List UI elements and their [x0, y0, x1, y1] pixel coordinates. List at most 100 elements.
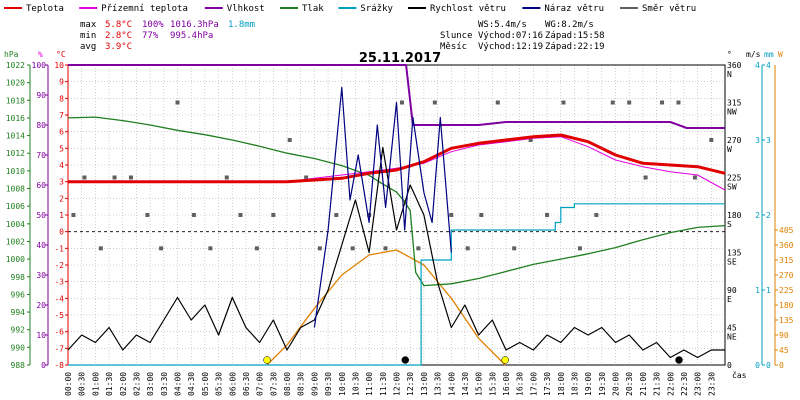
rain-line — [68, 203, 725, 366]
x-tick-label: 02:00 — [119, 372, 128, 396]
axis-dir-tick-dir: SE — [727, 258, 737, 267]
x-tick-label: 23:30 — [707, 372, 716, 396]
axis-temp-label: °C — [56, 50, 66, 59]
axis-hpa-tick-label: 988 — [11, 361, 26, 370]
x-tick-label: 21:30 — [653, 372, 662, 396]
axis-dir-label: ° — [727, 50, 732, 59]
wind-dir-point — [577, 246, 582, 251]
axis-hpa-tick-label: 1006 — [6, 202, 25, 211]
axis-dir-tick-label: 225 — [727, 174, 742, 183]
x-tick-label: 21:00 — [639, 372, 648, 396]
axis-temp-tick-label: -8 — [54, 361, 64, 370]
axis-w-tick-label: 90 — [779, 331, 789, 340]
axis-hpa-tick-label: 1016 — [6, 114, 25, 123]
x-tick-label: 15:30 — [488, 372, 497, 396]
x-tick-label: 06:00 — [228, 372, 237, 396]
wind-dir-point — [383, 246, 388, 251]
axis-temp-tick-label: 2 — [59, 194, 64, 203]
x-tick-label: 01:00 — [91, 372, 100, 396]
axis-mm-label: mm — [764, 50, 774, 59]
axis-hum-tick-label: 70 — [36, 151, 46, 160]
info-wind-gust: WG:8.2m/s — [545, 20, 594, 30]
axis-temp-tick-label: 0 — [59, 228, 64, 237]
wind-gust-line — [313, 86, 452, 328]
axis-w-tick-label: 315 — [779, 256, 794, 265]
info-moon-set: Západ:22:19 — [545, 42, 605, 52]
stat-max-rain: 1.8mm — [228, 20, 255, 30]
axis-hpa-tick-label: 994 — [11, 308, 26, 317]
x-tick-label: 03:00 — [146, 372, 155, 396]
x-tick-label: 19:30 — [598, 372, 607, 396]
wind-dir-point — [416, 246, 421, 251]
axis-dir-tick-dir: W — [727, 145, 732, 154]
x-tick-label: 03:30 — [160, 372, 169, 396]
wind-dir-point — [254, 246, 259, 251]
wind-dir-point — [465, 246, 470, 251]
x-tick-label: 15:00 — [475, 372, 484, 396]
legend-label: Vlhkost — [227, 4, 265, 14]
wind-dir-point — [610, 100, 615, 105]
axis-hpa-tick-label: 998 — [11, 273, 26, 282]
x-tick-label: 10:30 — [351, 372, 360, 396]
wind-dir-point — [98, 246, 103, 251]
axis-ms-tick-label: 4 — [755, 61, 760, 70]
axis-hpa-tick-label: 1000 — [6, 255, 25, 264]
axis-hpa-tick-label: 1002 — [6, 237, 25, 246]
axis-hum-tick-label: 60 — [36, 181, 46, 190]
wind-dir-point — [709, 138, 714, 142]
axis-hpa-tick-label: 1020 — [6, 79, 25, 88]
axis-hpa-tick-label: 1008 — [6, 185, 25, 194]
axis-temp-tick-label: 7 — [59, 111, 64, 120]
axis-hum-tick-label: 0 — [41, 361, 46, 370]
legend-label: Teplota — [26, 4, 64, 14]
wind-dir-point — [112, 175, 117, 180]
axis-hpa-tick-label: 990 — [11, 343, 26, 352]
x-tick-label: 18:30 — [570, 372, 579, 396]
axis-dir-tick-label: 90 — [727, 286, 737, 295]
sun-moon-marker — [501, 356, 509, 364]
sun-radiation-line — [266, 249, 506, 366]
wind-dir-point — [238, 213, 243, 217]
legend-label: Přízemní teplota — [101, 4, 188, 14]
stat-max-label: max — [80, 20, 97, 30]
axis-hum-tick-label: 10 — [36, 331, 46, 340]
axis-temp-tick-label: 6 — [59, 128, 64, 137]
axis-hpa-tick-label: 992 — [11, 326, 26, 335]
wind-dir-point — [528, 138, 533, 142]
axis-w-tick-label: 405 — [779, 226, 794, 235]
wind-dir-point — [545, 213, 550, 217]
legend-label: Rychlost větru — [430, 4, 506, 14]
wind-dir-point — [660, 100, 665, 105]
x-tick-label: 09:00 — [310, 372, 319, 396]
legend-label: Náraz větru — [544, 4, 604, 14]
axis-w-tick-label: 45 — [779, 346, 789, 355]
x-tick-label: 13:00 — [420, 372, 429, 396]
wind-dir-point — [82, 175, 87, 180]
axis-w-tick-label: 135 — [779, 316, 794, 325]
stat-avg-label: avg — [80, 42, 96, 52]
axis-dir-tick-label: 0 — [727, 361, 732, 370]
axis-w-tick-label: 0 — [779, 361, 784, 370]
axis-temp-tick-label: -7 — [54, 344, 64, 353]
axis-w-tick-label: 270 — [779, 271, 794, 280]
x-tick-label: 19:00 — [584, 372, 593, 396]
axis-temp-tick-label: 3 — [59, 178, 64, 187]
wind-dir-point — [191, 213, 196, 217]
humidity-line — [68, 64, 725, 129]
axis-temp-tick-label: -4 — [54, 294, 64, 303]
x-tick-label: 05:30 — [215, 372, 224, 396]
axis-ms-tick-label: 2 — [755, 211, 760, 220]
wind-dir-point — [512, 246, 517, 251]
x-tick-label: 04:30 — [187, 372, 196, 396]
axis-w-tick-label: 360 — [779, 241, 794, 250]
axis-dir-tick-label: 270 — [727, 136, 742, 145]
axis-mm-tick-label: 0 — [766, 361, 771, 370]
axis-dir-tick-label: 180 — [727, 211, 742, 220]
wind-dir-point — [449, 213, 454, 217]
wind-dir-point — [692, 175, 697, 180]
x-tick-label: 11:30 — [379, 372, 388, 396]
legend-label: Směr větru — [642, 4, 696, 14]
stat-min-hum: 77% — [142, 31, 159, 41]
sun-moon-marker — [675, 356, 683, 364]
